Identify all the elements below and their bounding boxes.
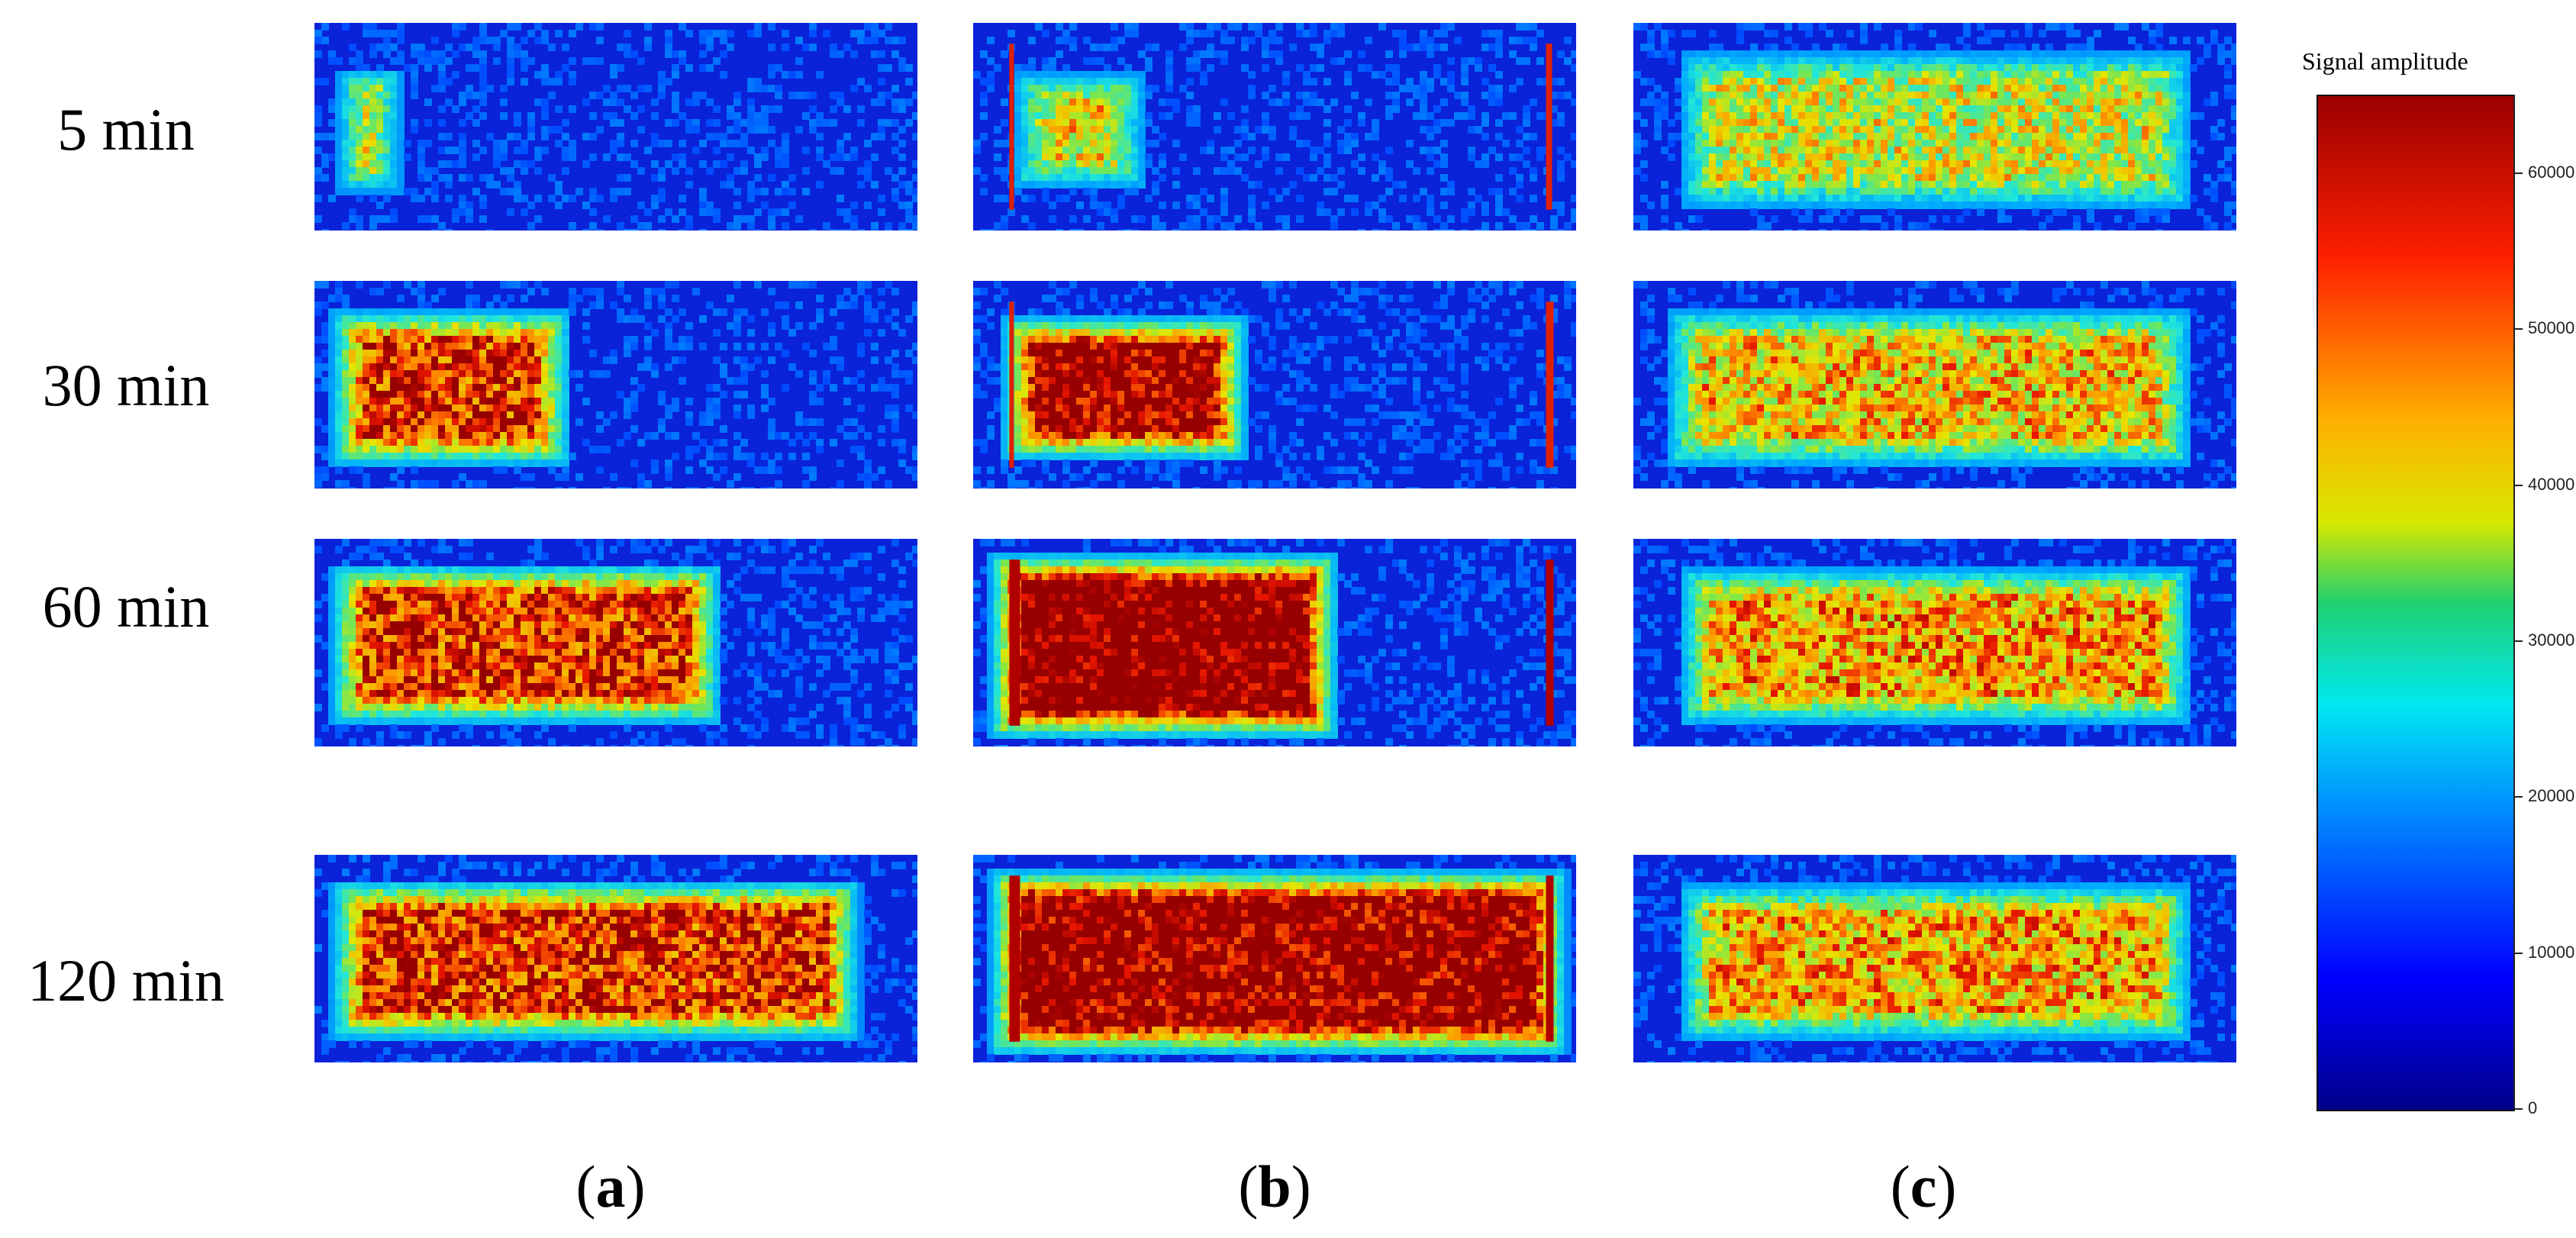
colorbar-tick-label: 40000	[2528, 475, 2574, 495]
column-label-b: (b)	[1198, 1153, 1351, 1221]
signal-map-a-5min	[314, 23, 917, 231]
colorbar-axis	[2513, 95, 2515, 1110]
colorbar-tick-label: 10000	[2528, 943, 2574, 962]
signal-map-b-5min	[973, 23, 1576, 231]
colorbar-tick	[2513, 328, 2523, 330]
colorbar-tick-label: 20000	[2528, 786, 2574, 806]
row-label-60min: 60 min	[0, 572, 252, 641]
colorbar-tick	[2513, 796, 2523, 798]
signal-map-c-30min	[1633, 281, 2236, 488]
column-label-a: (a)	[534, 1153, 687, 1221]
colorbar-tick-label: 60000	[2528, 163, 2574, 182]
signal-map-c-120min	[1633, 855, 2236, 1062]
signal-map-c-60min	[1633, 539, 2236, 746]
colorbar	[2316, 95, 2515, 1111]
colorbar-tick	[2513, 1108, 2523, 1110]
colorbar-tick	[2513, 172, 2523, 175]
colorbar-title: Signal amplitude	[2302, 47, 2468, 76]
row-label-5min: 5 min	[0, 95, 252, 164]
signal-map-b-120min	[973, 855, 1576, 1062]
colorbar-tick	[2513, 640, 2523, 643]
signal-map-c-5min	[1633, 23, 2236, 231]
colorbar-tick-label: 50000	[2528, 318, 2574, 338]
colorbar-tick	[2513, 952, 2523, 954]
colorbar-tick-label: 0	[2528, 1098, 2537, 1118]
colorbar-tick-label: 30000	[2528, 630, 2574, 650]
signal-map-a-120min	[314, 855, 917, 1062]
signal-map-b-30min	[973, 281, 1576, 488]
signal-map-a-30min	[314, 281, 917, 488]
signal-map-a-60min	[314, 539, 917, 746]
row-label-30min: 30 min	[0, 351, 252, 420]
column-label-c: (c)	[1847, 1153, 2000, 1221]
signal-map-b-60min	[973, 539, 1576, 746]
colorbar-tick	[2513, 484, 2523, 486]
row-label-120min: 120 min	[0, 946, 252, 1015]
